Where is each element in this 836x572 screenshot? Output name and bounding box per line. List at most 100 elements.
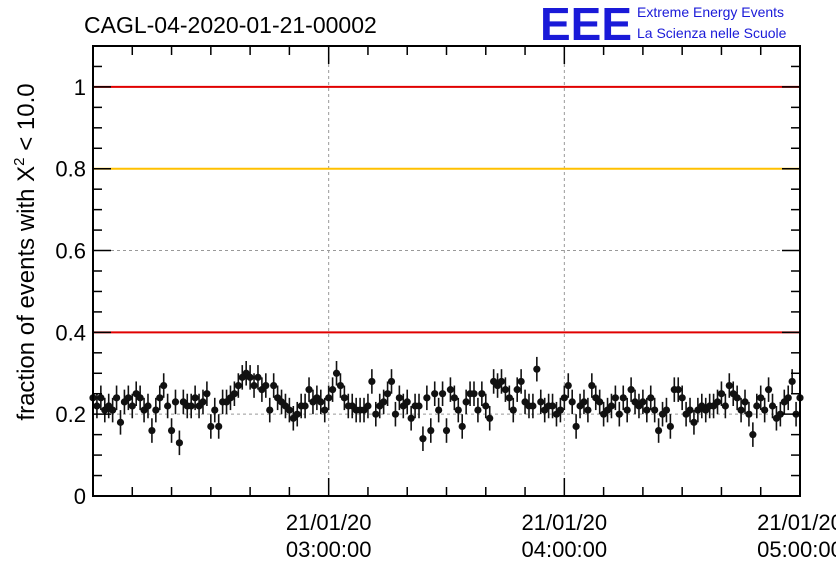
data-point (556, 406, 565, 414)
data-point (215, 422, 223, 431)
data-point (328, 386, 337, 394)
data-point (537, 398, 545, 406)
data-point (325, 394, 333, 402)
data-point (639, 398, 647, 406)
y-axis-label-tail: < 10.0 (13, 83, 40, 157)
data-point (431, 390, 439, 398)
data-point (458, 422, 466, 431)
data-point (266, 406, 274, 414)
data-point (611, 394, 619, 402)
data-point (124, 394, 132, 402)
x-tick-label-time: 04:00:00 (522, 537, 608, 562)
y-tick-label: 1 (74, 75, 86, 100)
data-point (446, 386, 455, 394)
data-point (450, 394, 458, 402)
data-point (387, 377, 396, 386)
data-point (717, 390, 726, 398)
data-point (407, 414, 415, 422)
y-axis-label: fraction of events with X2 < 10.0 (11, 83, 40, 420)
data-point (517, 377, 525, 386)
data-point (497, 377, 506, 386)
data-point (749, 431, 757, 439)
data-point (627, 386, 635, 394)
logo-line-1: Extreme Energy Events (637, 4, 784, 20)
data-point (427, 426, 435, 435)
x-tick-label-time: 05:00:00 (757, 537, 836, 562)
data-point (588, 381, 596, 390)
data-point (148, 426, 156, 435)
data-point (395, 394, 403, 402)
x-tick-label-date: 21/01/20 (522, 510, 608, 535)
data-point (93, 402, 101, 410)
data-point (116, 418, 125, 426)
data-point (529, 402, 537, 410)
data-point (596, 398, 604, 406)
data-point (368, 377, 376, 386)
data-point (548, 402, 557, 410)
data-point (619, 394, 627, 402)
data-point (332, 369, 341, 377)
data-point (721, 402, 729, 410)
eee-logo: EEE Extreme Energy Events La Scienza nel… (540, 0, 787, 50)
data-point (191, 394, 199, 402)
data-point (270, 381, 278, 390)
data-point (560, 394, 568, 402)
data-point (364, 402, 372, 410)
data-point (207, 422, 215, 431)
eee-logo-mark: EEE (540, 0, 632, 50)
data-point (171, 398, 180, 406)
data-point (203, 390, 211, 398)
data-point (470, 390, 478, 398)
x-tick-label-date: 21/01/20 (286, 510, 372, 535)
data-point (164, 402, 172, 410)
data-point (435, 406, 443, 414)
data-point (733, 394, 741, 402)
data-point (380, 398, 388, 406)
data-point (768, 402, 777, 410)
data-point (254, 373, 262, 381)
data-point (321, 406, 329, 414)
y-tick-label: 0.4 (55, 320, 86, 345)
data-point (152, 406, 160, 414)
data-point (112, 394, 121, 402)
data-point (336, 381, 345, 390)
data-point (788, 377, 796, 386)
data-point (474, 406, 482, 414)
data-point (419, 435, 427, 443)
plot-area: 00.20.40.60.8121/01/2003:00:0021/01/2004… (55, 45, 836, 562)
data-point (501, 386, 510, 394)
data-point (572, 422, 580, 431)
y-axis-label-superscript: 2 (11, 157, 28, 165)
data-point (713, 398, 722, 406)
data-point (509, 406, 517, 414)
data-point (745, 410, 753, 418)
data-point (564, 381, 572, 390)
logo-line-2: La Scienza nelle Scuole (637, 25, 787, 41)
data-point (160, 381, 168, 390)
data-point (442, 426, 451, 435)
data-point (423, 394, 431, 402)
data-point (757, 394, 765, 402)
data-point (478, 390, 486, 398)
data-point (462, 398, 470, 406)
data-point (725, 381, 733, 390)
data-point (97, 394, 105, 402)
data-point (784, 394, 792, 402)
data-point (761, 406, 769, 414)
data-point (662, 406, 671, 414)
data-point (305, 386, 313, 394)
data-point (615, 410, 623, 418)
y-axis-label-main: fraction of events with X (13, 166, 40, 421)
data-point (580, 398, 588, 406)
data-point (372, 410, 380, 418)
data-point (391, 410, 400, 418)
data-point (568, 398, 576, 406)
data-point (686, 406, 694, 414)
data-point (246, 373, 254, 381)
data-point (340, 394, 348, 402)
data-point (741, 398, 749, 406)
y-tick-label: 0 (74, 484, 86, 509)
data-point (230, 390, 238, 398)
data-point (187, 402, 195, 410)
